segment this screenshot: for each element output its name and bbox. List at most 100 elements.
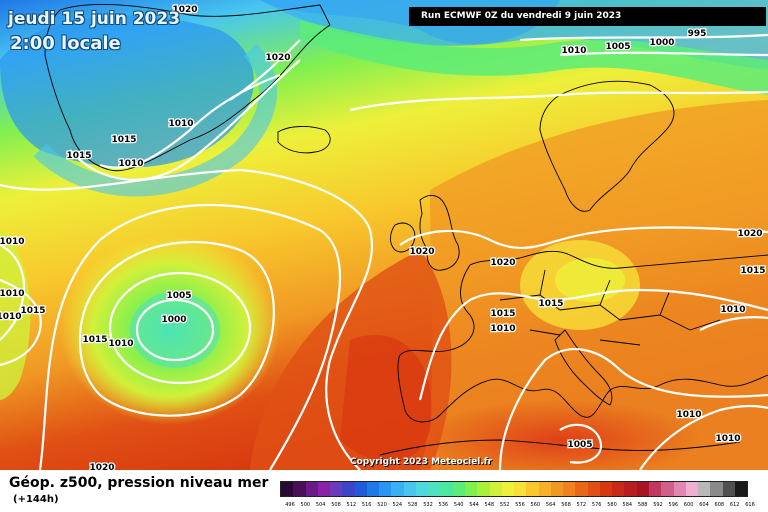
legend-swatch [673,482,686,496]
isobar-label-east-1015: 1015 [740,266,765,276]
isobar-1020-north [349,90,768,112]
isobar-label-se-1010b: 1010 [715,434,740,444]
isobar-label-east-1020: 1020 [737,229,762,239]
isobar-1020-uk [399,226,768,249]
legend-swatch [734,482,748,496]
lead-time: (+144h) [13,494,59,505]
isobar-1015-europe [418,288,768,401]
legend-label: 540 [453,502,464,508]
isobar-1010-left [0,244,25,341]
legend-swatch [354,482,367,496]
legend-label: 616 [745,502,755,508]
greenland-cyan [33,43,278,197]
isobar-1010-east [699,316,768,331]
britain-coast [419,194,460,271]
legend-label: 564 [545,502,556,508]
isobar-label-it-1005: 1005 [567,440,592,450]
isobar-label-se-1010: 1010 [676,410,701,420]
legend-swatch [599,482,613,496]
legend-label: 504 [315,502,326,508]
run-info-box: Run ECMWF 0Z du vendredi 9 juin 2023 [409,7,766,26]
isobar-1015-north [519,33,768,42]
legend-swatch [661,482,674,496]
legend-swatch [587,482,600,496]
legend-label: 556 [515,502,525,508]
isobar-label-low-1000: 1000 [161,315,186,325]
legend-swatch [330,482,343,496]
isobar-1015-greenland [69,59,301,181]
isobar-label-top-1000: 1000 [649,38,674,48]
isobar-1010-north [559,51,768,57]
legend-label: 524 [392,502,403,508]
greenland-coast [44,4,331,172]
legend-swatch [612,482,625,496]
isobar-labels: 1020995100010051010102010101015101010151… [0,4,767,470]
isobar-label-left-1015: 1015 [20,306,45,316]
legend-label: 528 [407,502,418,508]
legend-label: 516 [361,502,372,508]
legend-label: 608 [714,502,725,508]
copyright: Copyright 2023 Meteociel.fr [350,457,493,467]
isobar-label-top-995: 995 [688,29,707,39]
isobar-label-east-1010: 1010 [720,305,745,315]
legend-swatch [501,482,515,496]
legend-label: 512 [346,502,357,508]
legend-label: 568 [561,502,571,508]
isobar-label-left-1010: 1010 [0,237,25,247]
isobar-1010-south [498,348,768,470]
legend-label: 592 [653,502,663,508]
isobar-label-low-1010: 1010 [108,339,133,349]
isobar-1010-low [78,241,275,417]
legend-swatch [685,482,699,496]
isobar-1010-greenland [99,73,281,169]
isobar-1015-left [0,278,42,367]
scandinavia-coast [539,80,675,212]
isobar-label-left-1010c: 1010 [0,312,22,322]
legend-swatch [575,482,588,496]
ireland-coast [390,222,416,253]
isobar-label-green-1015b: 1015 [66,151,91,161]
legend-swatch [379,482,392,496]
legend-label: 508 [331,502,341,508]
legend-swatch [477,482,490,496]
run-info: Run ECMWF 0Z du vendredi 9 juin 2023 [421,11,622,21]
local-time: 2:00 locale [10,33,121,54]
legend-swatch [366,482,380,496]
isobar-label-top-1020: 1020 [172,5,197,15]
legend-swatch [710,482,723,496]
legend-swatch [342,482,355,496]
isobar-label-green-1010: 1010 [168,119,193,129]
isobar-label-uk-1020: 1020 [409,247,434,257]
legend-swatch [636,482,649,496]
isobar-label-fr-1015: 1015 [538,299,563,309]
legend-label: 560 [530,502,541,508]
legend-swatch [550,482,564,496]
legend-label: 576 [591,502,602,508]
legend-swatch [624,482,637,496]
legend-label: 588 [637,502,648,508]
isobar-label-low-1005: 1005 [166,291,191,301]
central-europe-light [555,258,625,302]
legend-swatch [648,482,662,496]
legend-swatch [722,482,735,496]
color-legend [280,481,748,497]
legend-label: 596 [668,502,679,508]
isobar-1005-italy [559,423,603,464]
legend-label: 580 [607,502,617,508]
legend-swatch [489,482,502,496]
legend-swatch [440,482,453,496]
isobar-label-left-1010b: 1010 [0,289,25,299]
isobar-1020-greenland [229,39,301,101]
legend-label: 536 [438,502,449,508]
isobar-1000 [135,298,215,362]
legend-swatch [514,482,527,496]
legend-label: 600 [683,502,694,508]
weather-map: 1020995100010051010102010101015101010151… [0,0,768,470]
legend-swatch [293,482,306,496]
legend-swatch [305,482,318,496]
legend-swatch [563,482,576,496]
legend-label: 604 [699,502,709,508]
legend-swatch [452,482,465,496]
legend-label: 572 [576,502,587,508]
